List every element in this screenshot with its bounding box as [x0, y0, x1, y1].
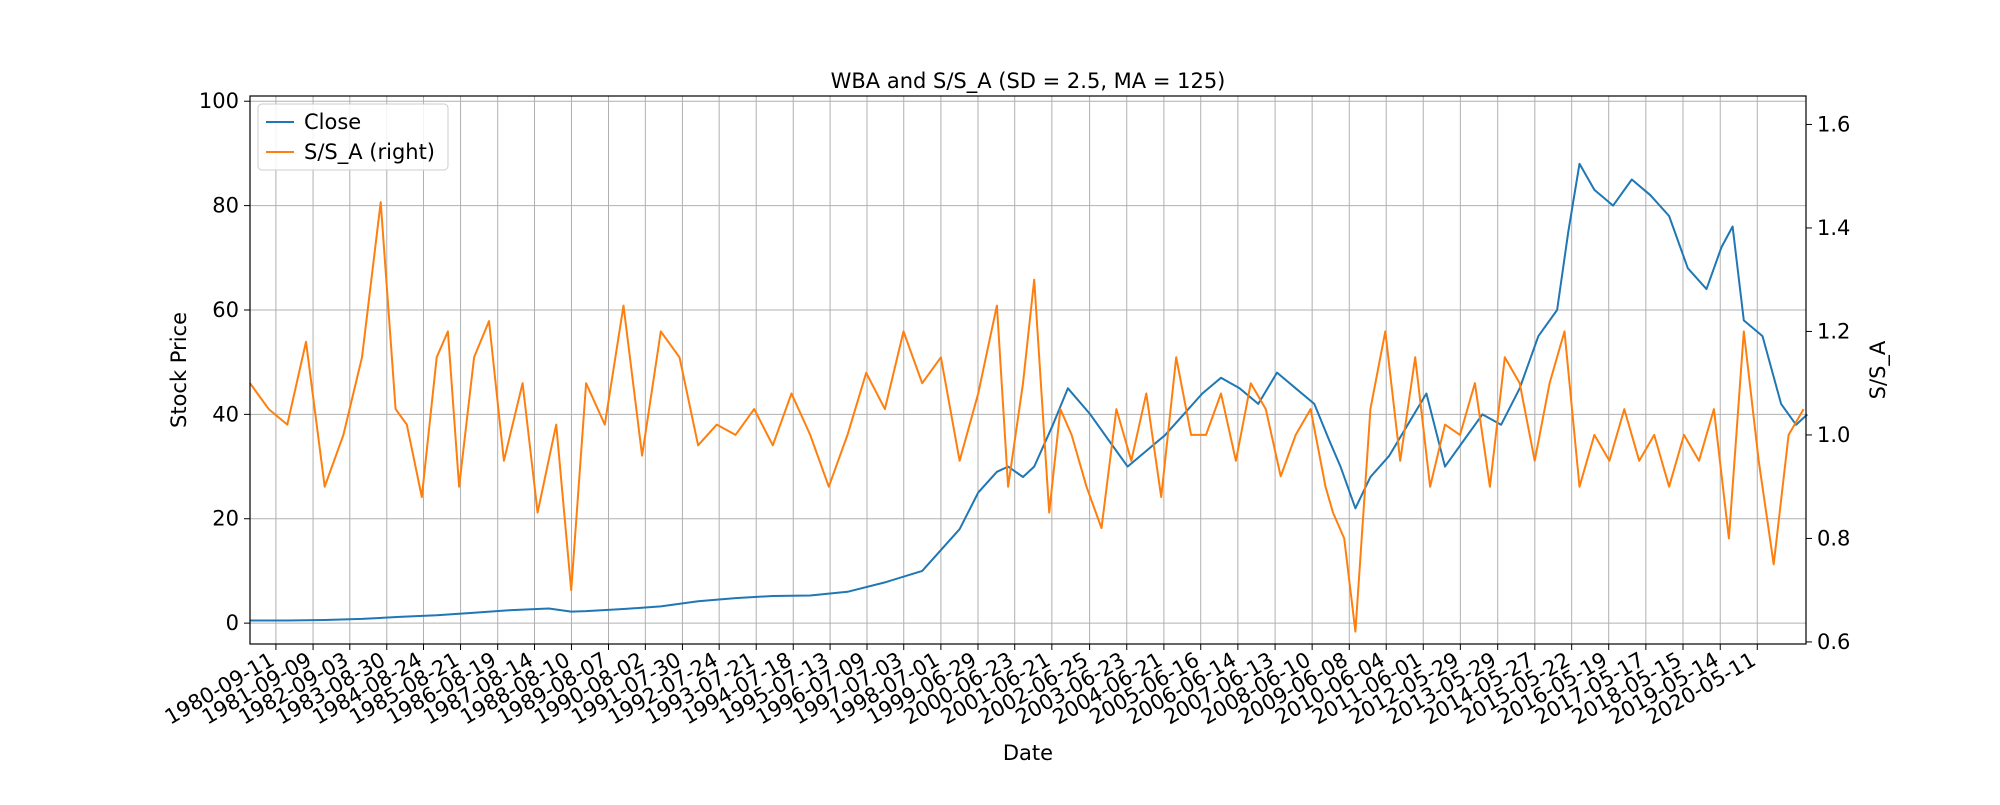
left-y-axis-label: Stock Price — [167, 312, 191, 428]
left-y-tick-label: 80 — [212, 194, 239, 218]
legend-label-ss-a: S/S_A (right) — [304, 140, 435, 165]
chart-title: WBA and S/S_A (SD = 2.5, MA = 125) — [831, 69, 1226, 94]
series-layer — [249, 162, 1808, 633]
right-y-tick-label: 1.0 — [1817, 423, 1850, 447]
x-axis-label: Date — [1003, 741, 1053, 765]
left-axis-ticks: 0 20 40 60 80 100 — [199, 89, 250, 635]
legend-box — [257, 103, 449, 171]
right-y-tick-label: 0.8 — [1817, 526, 1850, 550]
left-y-tick-label: 0 — [226, 611, 239, 635]
left-y-tick-label: 20 — [212, 507, 239, 531]
right-y-tick-label: 1.4 — [1817, 216, 1850, 240]
plot-area-frame — [249, 95, 1807, 645]
left-y-tick-label: 100 — [199, 89, 239, 113]
series-line-ss-a — [249, 201, 1805, 633]
left-y-tick-label: 40 — [212, 402, 239, 426]
right-y-tick-label: 1.2 — [1817, 319, 1850, 343]
legend: Close S/S_A (right) — [257, 103, 449, 171]
left-y-tick-label: 60 — [212, 298, 239, 322]
right-axis-ticks: 0.6 0.8 1.0 1.2 1.4 1.6 — [1806, 112, 1850, 654]
right-y-tick-label: 0.6 — [1817, 630, 1850, 654]
series-line-close — [250, 162, 1808, 622]
legend-label-close: Close — [304, 110, 361, 134]
right-y-tick-label: 1.6 — [1817, 112, 1850, 136]
x-axis-ticks: 1980-09-111981-09-091982-09-031983-08-30… — [161, 644, 1760, 729]
right-y-axis-label: S/S_A — [1866, 340, 1891, 399]
grid-lines — [250, 96, 1806, 644]
